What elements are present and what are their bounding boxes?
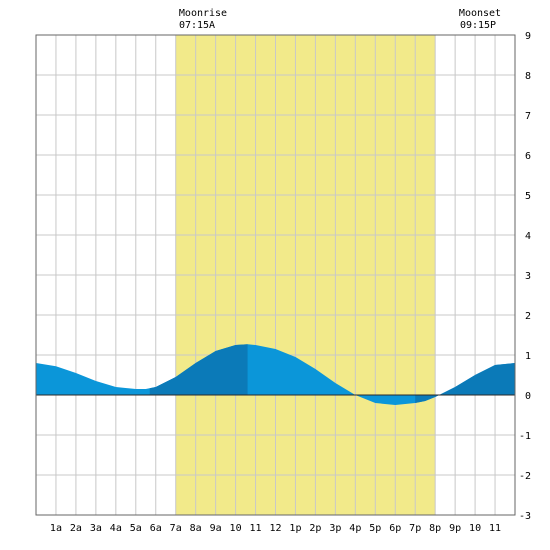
x-tick-label: 9p <box>449 523 461 534</box>
moonset-time: 09:15P <box>460 20 496 31</box>
moonrise-label: Moonrise <box>179 8 227 19</box>
y-tick-label: 8 <box>525 71 531 82</box>
x-tick-label: 3a <box>90 523 102 534</box>
tide-area-layer <box>36 344 515 405</box>
x-tick-label: 2a <box>70 523 82 534</box>
y-tick-label: 3 <box>525 271 531 282</box>
x-tick-label: 6p <box>389 523 401 534</box>
x-tick-label: 3p <box>329 523 341 534</box>
x-tick-label: 5a <box>130 523 142 534</box>
x-tick-label: 7p <box>409 523 421 534</box>
x-tick-label: 4p <box>349 523 361 534</box>
y-axis-tick-labels: 9 8 7 6 5 4 3 2 1 0 -1 -2 -3 <box>519 31 531 522</box>
x-tick-label: 2p <box>309 523 321 534</box>
x-axis-tick-labels: 1a 2a 3a 4a 5a 6a 7a 8a 9a 10 11 12 1p 2p 3p 4p 5p 6p 7p 8p… <box>50 523 501 534</box>
y-tick-label: -1 <box>519 431 531 442</box>
x-tick-label: 9a <box>210 523 222 534</box>
y-tick-label: 6 <box>525 151 531 162</box>
y-tick-label: 4 <box>525 231 531 242</box>
x-tick-label: 8p <box>429 523 441 534</box>
moonset-label: Moonset <box>459 8 501 19</box>
x-tick-label: 12 <box>269 523 281 534</box>
x-tick-label: 10 <box>469 523 481 534</box>
y-tick-label: -2 <box>519 471 531 482</box>
x-tick-label: 8a <box>190 523 202 534</box>
moonrise-time: 07:15A <box>179 20 215 31</box>
x-tick-label: 1a <box>50 523 62 534</box>
y-tick-label: 0 <box>525 391 531 402</box>
x-tick-label: 11 <box>250 523 262 534</box>
plot-border <box>35 34 516 516</box>
y-tick-label: -3 <box>519 511 531 522</box>
x-tick-label: 11 <box>489 523 501 534</box>
y-tick-label: 9 <box>525 31 531 42</box>
x-tick-label: 7a <box>170 523 182 534</box>
x-tick-label: 6a <box>150 523 162 534</box>
tide-area-dark-segment <box>149 344 248 395</box>
x-tick-label: 4a <box>110 523 122 534</box>
x-tick-label: 5p <box>369 523 381 534</box>
y-tick-label: 5 <box>525 191 531 202</box>
tide-area-dark-segment <box>415 363 515 403</box>
y-tick-label: 1 <box>525 351 531 362</box>
y-tick-label: 2 <box>525 311 531 322</box>
x-tick-label: 10 <box>230 523 242 534</box>
x-tick-label: 1p <box>289 523 301 534</box>
y-tick-label: 7 <box>525 111 531 122</box>
grid-lines <box>36 35 515 515</box>
